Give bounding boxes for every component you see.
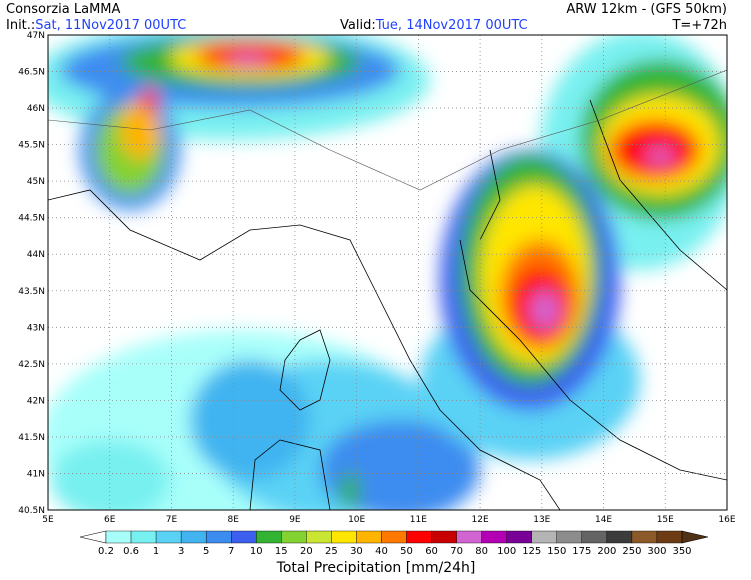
lon-label: 13E xyxy=(533,515,550,525)
colorbar-swatch xyxy=(356,530,382,544)
colorbar-label: 40 xyxy=(375,546,388,557)
lat-label: 42N xyxy=(27,396,45,406)
lon-label: 8E xyxy=(227,515,239,525)
colorbar-swatch xyxy=(556,530,583,544)
colorbar-label: 25 xyxy=(325,546,338,557)
colorbar-label: 0.2 xyxy=(98,546,114,557)
colorbar-swatch xyxy=(231,530,257,544)
lon-label: 9E xyxy=(289,515,301,525)
lon-label: 11E xyxy=(410,515,427,525)
colorbar-swatch xyxy=(331,530,357,544)
colorbar-swatch xyxy=(456,530,482,544)
model: ARW 12km - (GFS 50km) xyxy=(566,2,727,17)
lon-label: 14E xyxy=(595,515,612,525)
colorbar-swatch xyxy=(656,530,683,544)
lat-label: 46N xyxy=(27,104,45,114)
colorbar-label: 350 xyxy=(672,546,691,557)
valid-date: Tue, 14Nov2017 00UTC xyxy=(375,18,528,33)
colorbar-swatch xyxy=(105,530,132,544)
colorbar: 0.2 0.6 1 3 5 7 10 15 20 25 30 40 50 60 70 80 100 125 150 1… xyxy=(79,530,709,557)
lead-time: T=+72h xyxy=(671,18,727,33)
colorbar-swatch xyxy=(155,530,182,544)
colorbar-label: 250 xyxy=(622,546,641,557)
colorbar-swatch xyxy=(281,530,307,544)
colorbar-arrow-low xyxy=(79,530,107,544)
valid: Valid:Tue, 14Nov2017 00UTC xyxy=(340,18,528,33)
colorbar-label: 125 xyxy=(522,546,541,557)
lon-label: 16E xyxy=(718,515,735,525)
init: Init.:Sat, 11Nov2017 00UTC xyxy=(6,18,186,33)
colorbar-swatch xyxy=(606,530,633,544)
lat-label: 44.5N xyxy=(18,214,45,224)
colorbar-swatch xyxy=(130,530,157,544)
lat-label: 40.5N xyxy=(18,506,45,516)
lat-label: 45.5N xyxy=(18,141,45,151)
colorbar-swatch xyxy=(531,530,557,544)
colorbar-label: 15 xyxy=(275,546,288,557)
colorbar-label: 300 xyxy=(647,546,666,557)
lat-label: 44N xyxy=(27,250,45,260)
colorbar-label: 30 xyxy=(350,546,363,557)
colorbar-swatch xyxy=(431,530,457,544)
colorbar-label: 50 xyxy=(400,546,413,557)
colorbar-label: 60 xyxy=(425,546,438,557)
colorbar-title: Total Precipitation [mm/24h] xyxy=(276,560,476,576)
lat-label: 46.5N xyxy=(18,68,45,78)
colorbar-label: 7 xyxy=(228,546,234,557)
lon-label: 15E xyxy=(657,515,674,525)
lon-label: 6E xyxy=(104,515,116,525)
lat-label: 43.5N xyxy=(18,287,45,297)
colorbar-label: 3 xyxy=(178,546,184,557)
colorbar-label: 0.6 xyxy=(123,546,139,557)
lat-label: 43N xyxy=(27,323,45,333)
colorbar-label: 100 xyxy=(497,546,516,557)
lon-label: 10E xyxy=(348,515,365,525)
colorbar-label: 5 xyxy=(203,546,209,557)
colorbar-label: 10 xyxy=(250,546,263,557)
colorbar-label: 175 xyxy=(572,546,591,557)
lat-label: 45N xyxy=(27,177,45,187)
colorbar-label: 200 xyxy=(597,546,616,557)
lat-label: 47N xyxy=(27,31,45,41)
colorbar-swatch xyxy=(256,530,282,544)
graticule: 47N 46.5N 46N 45.5N 45N 44.5N 44N 43.5N 43N 42.5N… xyxy=(18,31,736,525)
colorbar-swatch xyxy=(481,530,507,544)
title: Consorzia LaMMA xyxy=(6,2,121,17)
colorbar-label: 20 xyxy=(300,546,313,557)
colorbar-swatch xyxy=(205,530,232,544)
colorbar-swatch xyxy=(506,530,532,544)
lon-label: 12E xyxy=(472,515,489,525)
colorbar-label: 80 xyxy=(475,546,488,557)
colorbar-arrow-high xyxy=(681,530,709,544)
lon-label: 5E xyxy=(42,515,54,525)
lat-label: 41.5N xyxy=(18,433,45,443)
map-frame xyxy=(47,34,728,511)
colorbar-label: 150 xyxy=(547,546,566,557)
colorbar-swatch xyxy=(180,530,207,544)
lon-label: 7E xyxy=(166,515,178,525)
colorbar-swatch xyxy=(581,530,608,544)
lat-label: 41N xyxy=(27,469,45,479)
colorbar-swatch xyxy=(406,530,432,544)
colorbar-swatch xyxy=(381,530,407,544)
lat-label: 42.5N xyxy=(18,360,45,370)
init-date: Sat, 11Nov2017 00UTC xyxy=(35,18,186,33)
colorbar-label: 1 xyxy=(153,546,159,557)
colorbar-label: 70 xyxy=(450,546,463,557)
colorbar-swatch xyxy=(631,530,658,544)
init-label: Init.: xyxy=(6,18,35,33)
colorbar-swatch xyxy=(306,530,332,544)
valid-label: Valid: xyxy=(340,18,376,33)
precip-field xyxy=(48,35,727,510)
